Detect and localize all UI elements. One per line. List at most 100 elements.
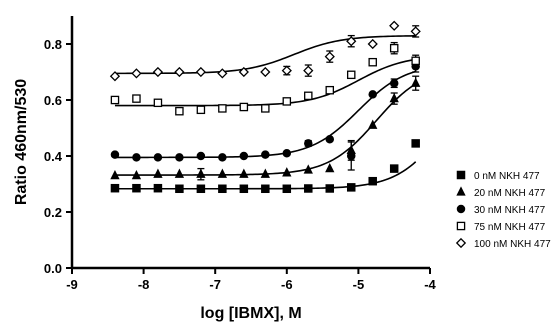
- data-point: [132, 153, 141, 162]
- fit-curve: [114, 70, 416, 159]
- y-axis-title: Ratio 460nm/530: [13, 79, 30, 205]
- data-point: [110, 169, 120, 180]
- data-points: [109, 20, 421, 194]
- data-point: [110, 183, 120, 193]
- data-point: [411, 56, 420, 66]
- data-point: [174, 66, 185, 78]
- x-tick-label: -6: [281, 277, 293, 292]
- data-point: [325, 134, 335, 144]
- x-tick-label: -7: [209, 277, 221, 292]
- data-point: [196, 184, 206, 194]
- data-point: [282, 184, 292, 194]
- data-point: [175, 153, 184, 162]
- data-point: [346, 183, 356, 192]
- data-point: [109, 71, 121, 82]
- data-point: [325, 184, 335, 193]
- data-point: [368, 90, 377, 99]
- data-point: [281, 65, 292, 76]
- data-point: [389, 43, 399, 53]
- data-point: [303, 65, 314, 76]
- data-point: [368, 57, 377, 67]
- data-point: [218, 104, 227, 113]
- data-point: [389, 78, 399, 88]
- data-point: [261, 104, 270, 113]
- data-point: [304, 184, 313, 193]
- data-point: [175, 184, 184, 194]
- data-point: [239, 151, 249, 161]
- y-tick-label: 0.6: [44, 93, 62, 108]
- data-point: [410, 26, 421, 37]
- data-point: [282, 167, 292, 177]
- legend-label: 75 nM NKH 477: [474, 222, 546, 233]
- data-point: [196, 168, 206, 178]
- data-point: [325, 85, 335, 95]
- data-point: [346, 70, 356, 80]
- data-point: [132, 183, 141, 193]
- data-point: [368, 176, 377, 186]
- data-point: [153, 153, 163, 162]
- data-point: [261, 184, 270, 194]
- legend-marker: [456, 221, 466, 231]
- x-axis-title: log [IBMX], M: [200, 305, 301, 322]
- data-point: [346, 36, 357, 47]
- data-point: [217, 168, 228, 178]
- data-point: [260, 168, 270, 178]
- data-point: [110, 150, 120, 159]
- y-ticks: 0.0 0.2 0.4 0.6 0.8: [44, 37, 72, 276]
- data-point: [153, 98, 163, 108]
- legend-marker: [456, 186, 466, 196]
- data-point: [238, 66, 249, 78]
- legend-marker: [456, 170, 466, 180]
- data-point: [282, 148, 292, 158]
- data-point: [131, 169, 142, 180]
- y-tick-label: 0.0: [44, 261, 62, 276]
- data-point: [132, 94, 141, 103]
- data-point: [389, 164, 399, 173]
- y-tick-label: 0.2: [44, 205, 62, 220]
- axes: [70, 16, 430, 270]
- data-point: [367, 38, 378, 50]
- data-point: [411, 77, 421, 87]
- data-point: [304, 91, 313, 101]
- data-point: [368, 119, 378, 129]
- data-point: [389, 92, 399, 103]
- data-point: [175, 106, 184, 116]
- data-point: [218, 184, 227, 194]
- legend-marker: [456, 204, 466, 214]
- data-point: [239, 184, 249, 194]
- data-point: [303, 164, 313, 174]
- data-point: [304, 139, 313, 148]
- data-point: [218, 153, 227, 162]
- legend-label: 100 nM NKH 477: [474, 239, 551, 250]
- data-point: [196, 151, 206, 161]
- data-point: [239, 102, 249, 112]
- data-point: [131, 68, 142, 79]
- data-point: [239, 168, 249, 178]
- legend-label: 20 nM NKH 477: [474, 188, 546, 199]
- data-point: [261, 150, 270, 159]
- legend-label: 30 nM NKH 477: [474, 205, 546, 216]
- legend: 0 nM NKH 477 20 nM NKH 477 30 nM NKH 477 75…: [455, 170, 551, 250]
- legend-marker: [455, 237, 467, 249]
- y-tick-label: 0.8: [44, 37, 62, 52]
- data-point: [153, 183, 163, 193]
- x-tick-label: -5: [353, 277, 365, 292]
- x-ticks: -9 -8 -7 -6 -5 -4: [66, 268, 437, 292]
- data-point: [217, 68, 228, 79]
- data-point: [346, 151, 356, 161]
- data-point: [195, 66, 206, 78]
- data-point: [389, 20, 400, 31]
- data-point: [174, 168, 185, 178]
- x-tick-label: -4: [424, 277, 436, 292]
- data-point: [324, 51, 335, 62]
- data-point: [196, 105, 206, 115]
- x-tick-label: -8: [138, 277, 150, 292]
- data-point: [152, 66, 164, 78]
- y-tick-label: 0.4: [44, 149, 63, 164]
- data-point: [260, 66, 271, 78]
- data-point: [411, 139, 420, 148]
- legend-label: 0 nM NKH 477: [474, 171, 540, 182]
- fit-curve: [114, 35, 416, 75]
- data-point: [282, 97, 292, 106]
